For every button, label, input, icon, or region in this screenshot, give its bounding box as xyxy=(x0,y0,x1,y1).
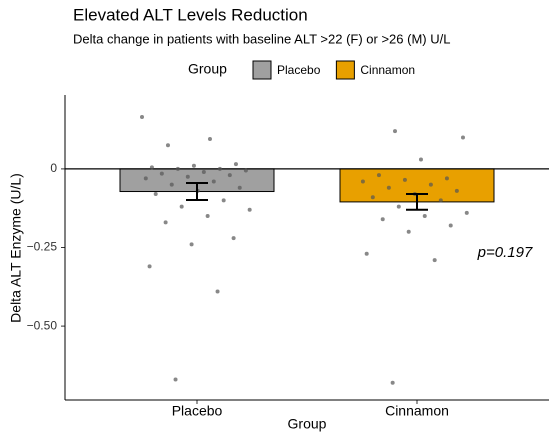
data-point xyxy=(364,251,369,256)
data-point xyxy=(237,185,242,190)
data-point xyxy=(165,143,170,148)
data-point xyxy=(217,166,222,171)
data-point xyxy=(422,214,427,219)
data-point xyxy=(402,177,407,182)
y-tick-label: −0.25 xyxy=(27,240,58,254)
data-point xyxy=(175,166,180,171)
chart-subtitle: Delta change in patients with baseline A… xyxy=(73,31,450,46)
data-point xyxy=(454,188,459,193)
data-point xyxy=(189,242,194,247)
data-point xyxy=(432,258,437,263)
data-point xyxy=(460,135,465,140)
data-point xyxy=(418,157,423,162)
legend-label: Cinnamon xyxy=(360,63,415,77)
data-point xyxy=(360,179,365,184)
data-point xyxy=(393,129,397,134)
data-point xyxy=(406,229,411,234)
data-point xyxy=(140,115,144,120)
y-tick-label: 0 xyxy=(50,161,57,175)
data-point xyxy=(179,204,184,209)
data-point xyxy=(163,220,168,225)
data-point xyxy=(153,192,158,197)
data-point xyxy=(396,204,401,209)
legend-label: Placebo xyxy=(277,63,321,77)
data-point xyxy=(191,163,196,168)
data-point xyxy=(205,214,210,219)
data-point xyxy=(159,171,164,176)
data-point xyxy=(211,179,216,184)
data-point xyxy=(376,173,381,178)
data-point xyxy=(173,377,178,382)
error-bar xyxy=(406,193,428,211)
data-point xyxy=(444,176,449,181)
data-point xyxy=(221,198,226,203)
data-point xyxy=(149,165,154,170)
data-point xyxy=(428,182,433,187)
data-point xyxy=(448,223,453,228)
data-point xyxy=(243,168,248,173)
data-point xyxy=(215,289,220,294)
data-point xyxy=(386,185,391,190)
data-point xyxy=(169,182,174,187)
x-tick-label: Placebo xyxy=(172,403,223,419)
legend-swatch xyxy=(335,60,355,80)
data-point xyxy=(464,210,469,215)
data-point xyxy=(233,162,238,167)
data-point xyxy=(201,170,206,175)
data-point xyxy=(185,174,190,179)
y-axis-label: Delta ALT Enzyme (U/L) xyxy=(8,173,24,323)
legend-title: Group xyxy=(188,61,227,77)
legend-swatch xyxy=(252,60,272,80)
data-point xyxy=(438,198,443,203)
data-point xyxy=(247,207,252,212)
data-point xyxy=(380,217,385,222)
x-tick-label: Cinnamon xyxy=(385,403,449,419)
data-point xyxy=(370,195,375,200)
x-axis-label: Group xyxy=(288,416,327,432)
data-point xyxy=(147,264,152,269)
error-bar xyxy=(186,182,208,202)
data-point xyxy=(207,137,212,142)
data-point xyxy=(231,236,236,241)
p-value: p=0.197 xyxy=(477,244,533,261)
y-tick-label: −0.50 xyxy=(27,318,58,332)
data-point xyxy=(143,176,148,181)
chart-title: Elevated ALT Levels Reduction xyxy=(73,5,308,24)
data-point xyxy=(227,173,232,178)
data-point xyxy=(390,380,395,385)
